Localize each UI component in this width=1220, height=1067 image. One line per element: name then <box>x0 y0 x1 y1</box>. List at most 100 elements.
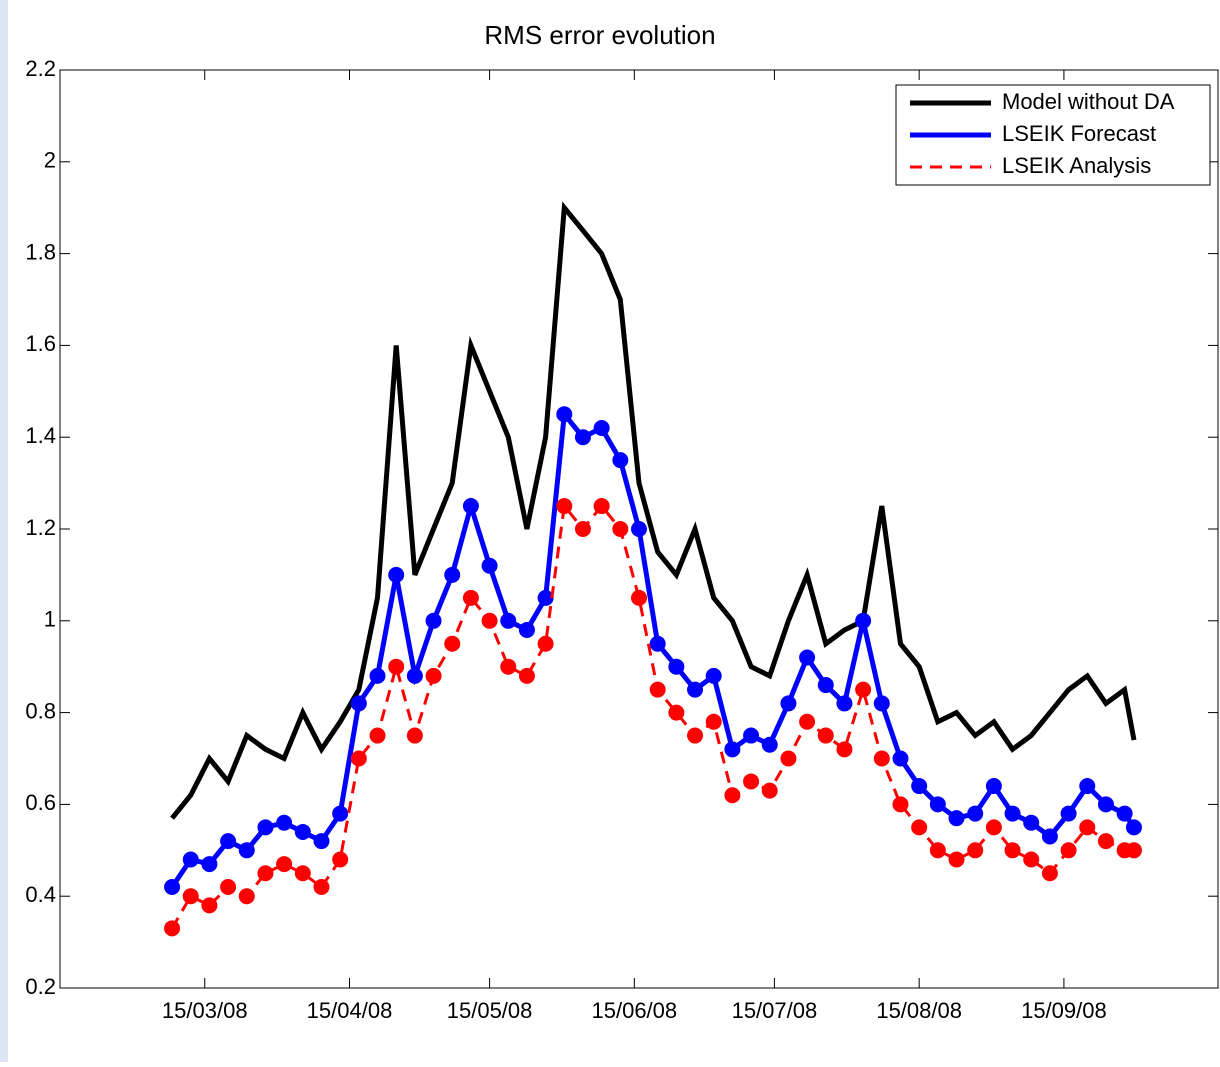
data-point <box>761 782 778 799</box>
y-tick-label: 0.8 <box>25 698 56 723</box>
data-point <box>836 741 853 758</box>
chart-title: RMS error evolution <box>484 20 715 50</box>
data-point <box>257 865 274 882</box>
data-point <box>182 888 199 905</box>
data-point <box>1041 828 1058 845</box>
data-point <box>238 842 255 859</box>
y-tick-label: 1.2 <box>25 515 56 540</box>
data-point <box>201 897 218 914</box>
legend-label: Model without DA <box>1002 89 1175 114</box>
data-point <box>1004 842 1021 859</box>
data-point <box>817 677 834 694</box>
data-point <box>369 727 386 744</box>
data-point <box>649 681 666 698</box>
data-point <box>967 805 984 822</box>
x-tick-label: 15/04/08 <box>307 998 393 1023</box>
x-tick-label: 15/06/08 <box>592 998 678 1023</box>
data-point <box>425 667 442 684</box>
data-point <box>911 778 928 795</box>
data-point <box>556 406 573 423</box>
data-point <box>1023 851 1040 868</box>
data-point <box>780 695 797 712</box>
data-point <box>1041 865 1058 882</box>
data-point <box>369 667 386 684</box>
data-point <box>537 589 554 606</box>
data-point <box>612 452 629 469</box>
data-point <box>1097 833 1114 850</box>
data-point <box>668 704 685 721</box>
x-tick-label: 15/03/08 <box>162 998 248 1023</box>
data-point <box>444 566 461 583</box>
x-tick-label: 15/09/08 <box>1021 998 1107 1023</box>
data-point <box>406 727 423 744</box>
x-tick-label: 15/07/08 <box>732 998 818 1023</box>
data-point <box>350 750 367 767</box>
data-point <box>855 612 872 629</box>
data-point <box>631 589 647 606</box>
data-point <box>612 521 629 537</box>
y-tick-label: 1.8 <box>25 239 56 264</box>
data-point <box>705 667 722 684</box>
data-point <box>518 667 535 684</box>
data-point <box>649 635 666 652</box>
data-point <box>425 612 442 629</box>
data-point <box>276 856 293 873</box>
y-tick-label: 0.2 <box>25 974 56 999</box>
x-tick-label: 15/08/08 <box>876 998 962 1023</box>
data-point <box>444 635 461 652</box>
data-point <box>799 713 816 730</box>
legend: Model without DA LSEIK Forecast LSEIK Anal… <box>895 84 1211 186</box>
data-point <box>1079 819 1096 836</box>
series-line <box>170 201 1137 820</box>
data-point <box>1060 842 1077 859</box>
data-point <box>985 778 1002 795</box>
data-point <box>687 681 704 698</box>
data-point <box>761 736 778 753</box>
data-point <box>631 521 647 537</box>
data-point <box>929 796 946 813</box>
data-point <box>388 658 405 675</box>
data-point <box>892 750 909 767</box>
data-point <box>911 819 928 836</box>
data-point <box>836 695 853 712</box>
data-point <box>967 842 984 859</box>
y-tick-label: 1.4 <box>25 423 56 448</box>
y-tick-label: 1.6 <box>25 331 56 356</box>
data-point <box>1097 796 1114 813</box>
y-tick-label: 0.6 <box>25 790 56 815</box>
data-point <box>518 621 535 638</box>
data-point <box>1004 805 1021 822</box>
y-tick-label: 0.4 <box>25 882 56 907</box>
data-point <box>332 851 349 868</box>
data-point <box>350 695 367 712</box>
data-point <box>1060 805 1077 822</box>
legend-label: LSEIK Analysis <box>1002 153 1151 178</box>
data-point <box>593 420 610 437</box>
data-point <box>500 612 517 629</box>
data-point <box>220 833 237 850</box>
data-point <box>332 805 349 822</box>
data-point <box>817 727 834 744</box>
data-point <box>481 612 498 629</box>
data-point <box>929 842 946 859</box>
data-point <box>462 498 479 515</box>
data-point <box>556 498 573 515</box>
data-point <box>481 557 498 574</box>
data-point <box>985 819 1002 836</box>
data-point <box>574 521 591 537</box>
data-point <box>1023 814 1040 831</box>
data-point <box>593 498 610 515</box>
data-point <box>873 750 890 767</box>
data-point <box>892 796 909 813</box>
data-point <box>201 856 218 873</box>
data-point <box>724 787 741 804</box>
data-point <box>780 750 797 767</box>
data-point <box>182 851 199 868</box>
plot-frame <box>59 69 1219 989</box>
data-point <box>574 429 591 446</box>
y-tick-label: 2.2 <box>25 56 56 81</box>
data-point <box>388 566 405 583</box>
data-point <box>855 681 872 698</box>
data-point <box>406 667 423 684</box>
